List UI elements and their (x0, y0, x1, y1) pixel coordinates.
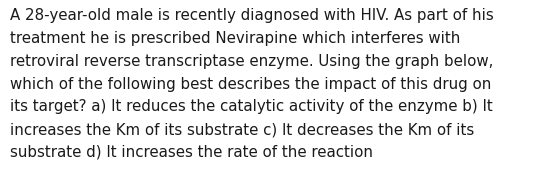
Text: retroviral reverse transcriptase enzyme. Using the graph below,: retroviral reverse transcriptase enzyme.… (10, 54, 493, 69)
Text: which of the following best describes the impact of this drug on: which of the following best describes th… (10, 77, 492, 92)
Text: A 28-year-old male is recently diagnosed with HIV. As part of his: A 28-year-old male is recently diagnosed… (10, 8, 494, 24)
Text: treatment he is prescribed Nevirapine which interferes with: treatment he is prescribed Nevirapine wh… (10, 31, 460, 46)
Text: substrate d) It increases the rate of the reaction: substrate d) It increases the rate of th… (10, 145, 373, 160)
Text: its target? a) It reduces the catalytic activity of the enzyme b) It: its target? a) It reduces the catalytic … (10, 99, 493, 114)
Text: increases the Km of its substrate c) It decreases the Km of its: increases the Km of its substrate c) It … (10, 122, 474, 137)
